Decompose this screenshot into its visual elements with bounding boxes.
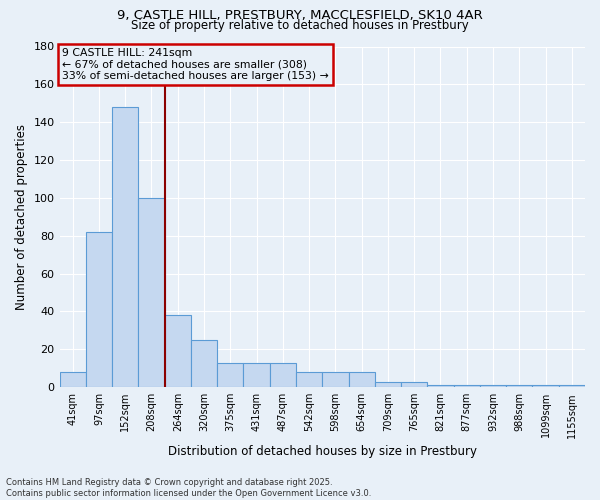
Bar (59, 372, 86, 387)
Bar (427, 386, 454, 387)
Bar (322, 372, 349, 387)
Bar (244, 362, 270, 387)
Bar (164, 316, 191, 387)
Text: Contains HM Land Registry data © Crown copyright and database right 2025.
Contai: Contains HM Land Registry data © Crown c… (6, 478, 371, 498)
Bar (139, 198, 164, 387)
Bar (191, 340, 217, 387)
X-axis label: Distribution of detached houses by size in Prestbury: Distribution of detached houses by size … (168, 444, 477, 458)
Bar (480, 386, 506, 387)
Bar (559, 386, 585, 387)
Bar (454, 386, 480, 387)
Text: 9 CASTLE HILL: 241sqm
← 67% of detached houses are smaller (308)
33% of semi-det: 9 CASTLE HILL: 241sqm ← 67% of detached … (62, 48, 329, 82)
Bar (217, 362, 244, 387)
Bar (86, 232, 112, 387)
Y-axis label: Number of detached properties: Number of detached properties (15, 124, 28, 310)
Bar (375, 382, 401, 387)
Bar (112, 107, 139, 387)
Bar (270, 362, 296, 387)
Bar (532, 386, 559, 387)
Bar (349, 372, 375, 387)
Text: Size of property relative to detached houses in Prestbury: Size of property relative to detached ho… (131, 19, 469, 32)
Bar (401, 382, 427, 387)
Text: 9, CASTLE HILL, PRESTBURY, MACCLESFIELD, SK10 4AR: 9, CASTLE HILL, PRESTBURY, MACCLESFIELD,… (117, 9, 483, 22)
Bar (296, 372, 322, 387)
Bar (506, 386, 532, 387)
